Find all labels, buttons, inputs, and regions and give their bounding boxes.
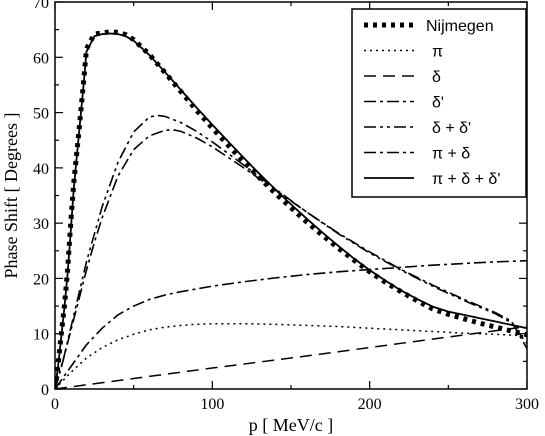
y-tick-label: 30: [33, 216, 49, 233]
x-tick-label: 100: [200, 396, 224, 413]
series-line-6: [55, 32, 527, 389]
legend-label-2: δ: [432, 69, 441, 86]
y-tick-label: 50: [33, 106, 49, 123]
legend-label-6: π + δ + δ': [432, 171, 500, 188]
legend-label-5: π + δ: [432, 146, 470, 163]
series-line-3: [55, 259, 527, 389]
legend-label-4: δ + δ': [432, 120, 471, 137]
x-tick-label: 200: [358, 396, 382, 413]
series-line-4: [55, 114, 527, 389]
y-tick-label: 20: [33, 271, 49, 288]
series-line-1: [55, 323, 527, 389]
y-tick-label: 0: [41, 382, 49, 399]
y-tick-label: 70: [33, 0, 49, 12]
y-tick-label: 40: [33, 161, 49, 178]
x-axis-title: p [ MeV/c ]: [249, 415, 333, 435]
series-line-5: [55, 128, 527, 389]
x-tick-label: 0: [51, 396, 59, 413]
y-tick-label: 10: [33, 327, 49, 344]
legend-label-0: Nijmegen: [426, 18, 494, 35]
series-line-2: [55, 325, 527, 389]
legend-label-3: δ': [432, 95, 444, 112]
x-tick-label: 300: [515, 396, 539, 413]
legend-label-1: π: [432, 44, 443, 61]
y-axis-title: Phase Shift [ Degrees ]: [1, 113, 21, 279]
legend-box: [351, 8, 527, 198]
y-tick-label: 60: [33, 50, 49, 67]
